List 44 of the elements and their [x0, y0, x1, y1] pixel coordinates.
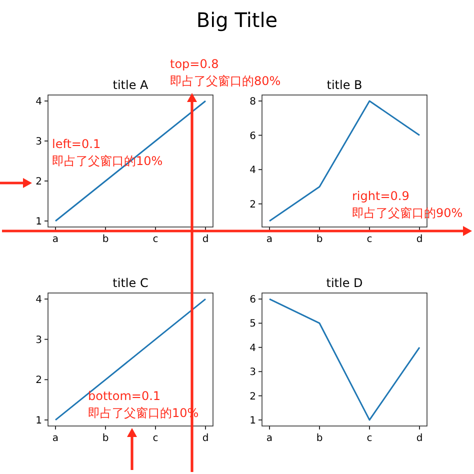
y-tick-label: 2 — [36, 176, 42, 188]
y-tick-label: 2 — [250, 199, 256, 210]
y-tick-label: 4 — [36, 96, 42, 108]
y-tick-label: 6 — [250, 294, 256, 306]
chart-title: title D — [326, 276, 363, 290]
y-tick-label: 5 — [250, 318, 256, 330]
x-tick-label: b — [102, 433, 109, 444]
x-tick-label: d — [202, 433, 209, 444]
x-tick-label: b — [316, 234, 323, 245]
x-tick-label: b — [316, 433, 323, 444]
y-tick-label: 6 — [250, 130, 256, 142]
y-tick-label: 1 — [250, 415, 256, 426]
x-tick-label: a — [52, 433, 59, 444]
x-tick-label: c — [152, 234, 158, 245]
line-series — [268, 100, 420, 222]
x-tick-label: c — [366, 433, 372, 444]
y-tick-label: 1 — [36, 415, 42, 426]
text: Big Title — [196, 8, 278, 32]
y-tick-label: 4 — [250, 342, 256, 354]
chart-title: title C — [112, 276, 148, 290]
chart-title: title A — [112, 78, 150, 92]
x-tick-label: a — [52, 234, 59, 245]
x-tick-label: b — [102, 234, 109, 245]
x-tick-label: a — [266, 234, 273, 245]
y-tick-label: 2 — [36, 375, 42, 386]
line-series — [268, 298, 420, 421]
line-series — [54, 298, 206, 421]
y-tick-label: 8 — [250, 96, 256, 108]
text: top=0.8 即占了父窗口的80% — [170, 57, 281, 88]
x-tick-label: a — [266, 433, 273, 444]
y-tick-label: 3 — [250, 367, 256, 378]
y-tick-label: 2 — [250, 391, 256, 402]
line-series — [54, 100, 206, 222]
x-tick-label: d — [202, 234, 209, 245]
chart-title: title B — [326, 78, 362, 92]
y-tick-label: 3 — [36, 136, 42, 148]
x-tick-label: c — [152, 433, 158, 444]
y-tick-label: 4 — [36, 294, 42, 306]
y-tick-label: 4 — [250, 165, 256, 176]
x-tick-label: c — [366, 234, 372, 245]
x-tick-label: d — [416, 234, 423, 245]
y-tick-label: 3 — [36, 334, 42, 346]
x-tick-label: d — [416, 433, 423, 444]
y-tick-label: 1 — [36, 216, 42, 228]
